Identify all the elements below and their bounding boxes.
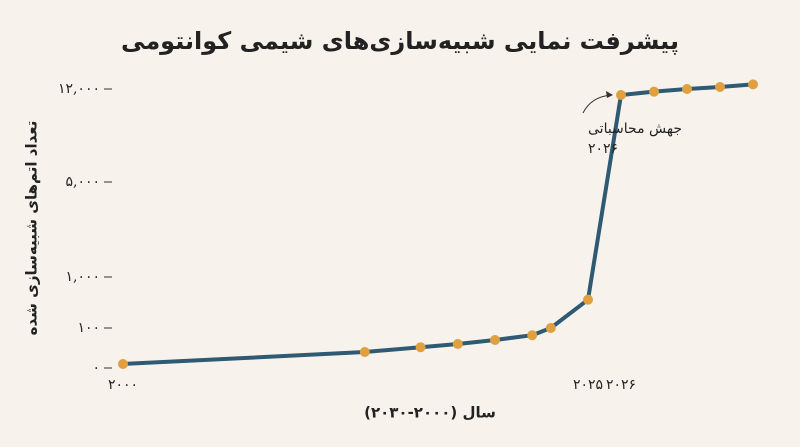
data-point <box>452 339 463 349</box>
annotation-text: جهش محاسباتی <box>588 121 682 137</box>
annotation-arrowhead <box>606 90 613 98</box>
chart-title: پیشرفت نمایی شبیه‌سازی‌های شیمی کوانتومی <box>121 27 679 55</box>
data-point <box>748 79 758 90</box>
annotation-text: ۲۰۲۶ <box>588 141 618 157</box>
data-point <box>118 359 128 369</box>
x-tick-label: ۲۰۲۶ <box>606 377 636 393</box>
y-tick-label: ۱۰۰ <box>77 320 100 336</box>
y-axis-label: تعداد اتم‌های شبیه‌سازی شده <box>23 121 41 336</box>
x-tick-label: ۲۰۰۰ <box>108 377 138 393</box>
y-tick-label: ۵,۰۰۰ <box>65 174 100 190</box>
data-point <box>527 330 538 341</box>
data-point <box>616 89 626 100</box>
y-tick-label: ۰ <box>92 360 100 376</box>
x-axis-label: سال (۲۰۰۰-۲۰۳۰) <box>364 404 496 422</box>
data-point <box>490 335 500 345</box>
data-point <box>682 84 692 94</box>
data-point <box>545 323 556 333</box>
data-point <box>359 347 370 357</box>
y-tick-label: ۱,۰۰۰ <box>65 269 100 285</box>
y-tick-label: ۱۲,۰۰۰ <box>58 81 100 97</box>
data-point <box>715 82 725 93</box>
data-point <box>649 86 659 97</box>
data-point <box>583 294 593 305</box>
x-tick-label: ۲۰۲۵ <box>573 377 603 393</box>
data-point <box>415 342 426 353</box>
